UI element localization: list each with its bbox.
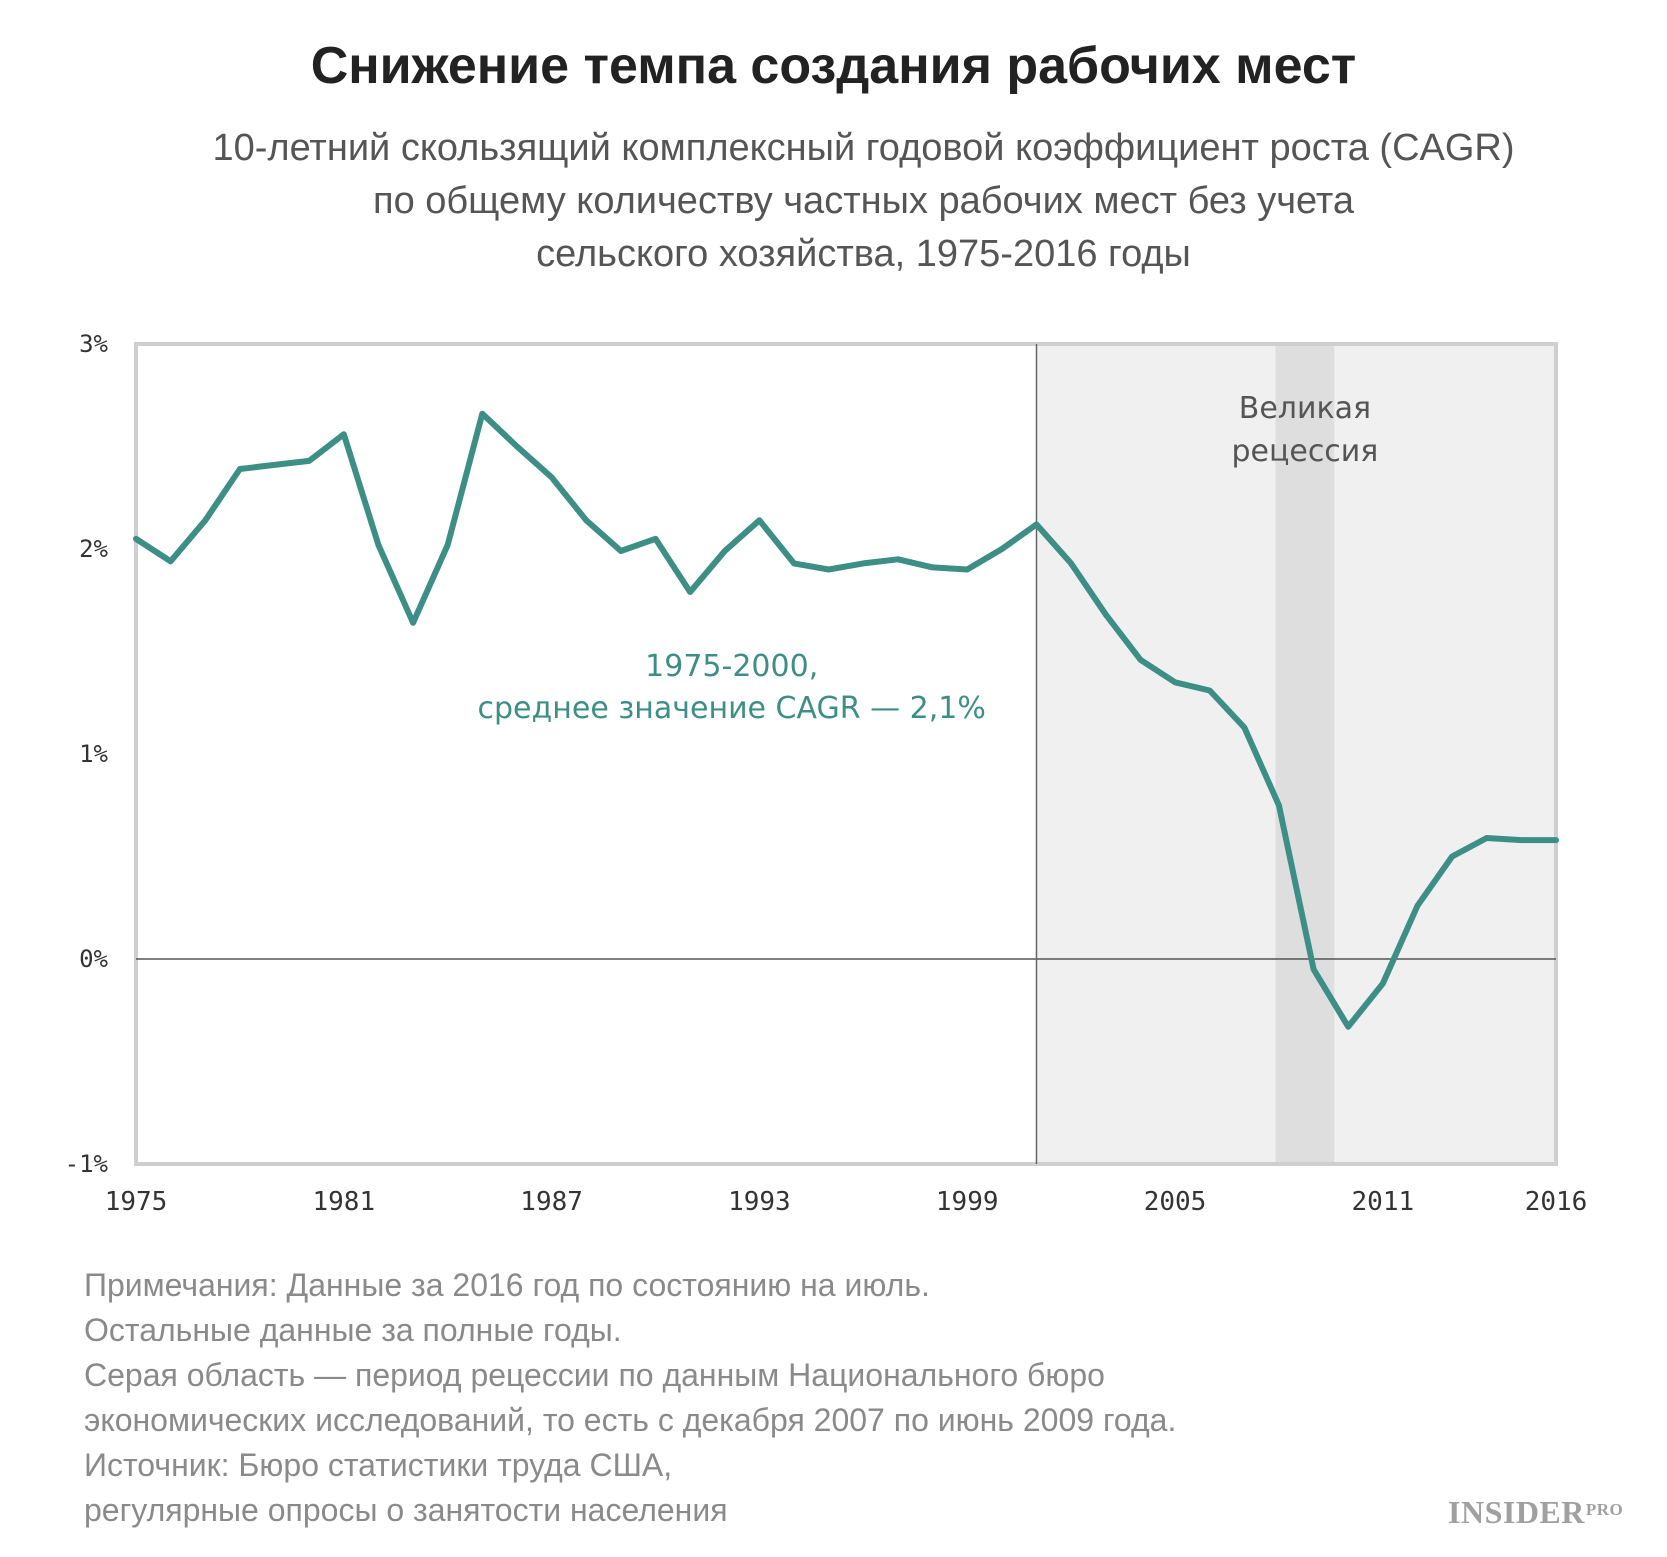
y-tick-label: 2%: [79, 535, 108, 563]
subtitle-line: по общему количеству частных рабочих мес…: [373, 180, 1354, 222]
chart-notes: Примечания: Данные за 2016 год по состоя…: [84, 1263, 1176, 1533]
y-tick-label: 1%: [79, 740, 108, 768]
x-tick-label: 2011: [1352, 1187, 1415, 1217]
insider-pro-logo: INSIDERPRO: [1448, 1494, 1623, 1531]
recession-shade: [1275, 344, 1335, 1164]
note-line: экономических исследований, то есть с де…: [84, 1402, 1177, 1438]
x-tick-label: 2016: [1525, 1187, 1588, 1217]
line-chart: 3% 2% 1% 0% -1% 1975 1981 1987 1993 1999 2005 2011 2…: [65, 330, 1588, 1217]
note-line: Примечания: Данные за 2016 год по состоя…: [84, 1267, 930, 1303]
logo-main: INSIDER: [1448, 1494, 1585, 1530]
logo-suffix: PRO: [1585, 1500, 1624, 1519]
y-tick-label: -1%: [65, 1150, 109, 1178]
y-tick-label: 3%: [79, 330, 108, 358]
x-tick-label: 1975: [105, 1187, 168, 1217]
subtitle-line: сельского хозяйства, 1975-2016 годы: [536, 233, 1191, 275]
x-tick-label: 1999: [936, 1187, 999, 1217]
recession-label: рецессия: [1231, 434, 1378, 469]
note-line: Серая область — период рецессии по данны…: [84, 1357, 1105, 1393]
y-tick-label: 0%: [79, 945, 108, 973]
note-line: Остальные данные за полные годы.: [84, 1312, 622, 1348]
x-tick-label: 2005: [1144, 1187, 1207, 1217]
cagr-series-line: [133, 410, 1559, 1030]
average-annotation: 1975-2000,: [645, 649, 818, 684]
subtitle-line: 10-летний скользящий комплексный годовой…: [212, 127, 1515, 169]
x-tick-label: 1981: [312, 1187, 375, 1217]
chart-title: Снижение темпа создания рабочих мест: [310, 37, 1357, 95]
chart-subtitle: 10-летний скользящий комплексный годовой…: [60, 122, 1667, 281]
note-line: Источник: Бюро статистики труда США,: [84, 1447, 673, 1483]
x-tick-label: 1993: [728, 1187, 791, 1217]
plot-frame: [134, 342, 1558, 1166]
x-tick-label: 1987: [520, 1187, 583, 1217]
note-line: регулярные опросы о занятости населения: [84, 1492, 728, 1528]
recession-label: Великая: [1239, 391, 1371, 426]
average-annotation: среднее значение CAGR — 2,1%: [478, 691, 986, 726]
